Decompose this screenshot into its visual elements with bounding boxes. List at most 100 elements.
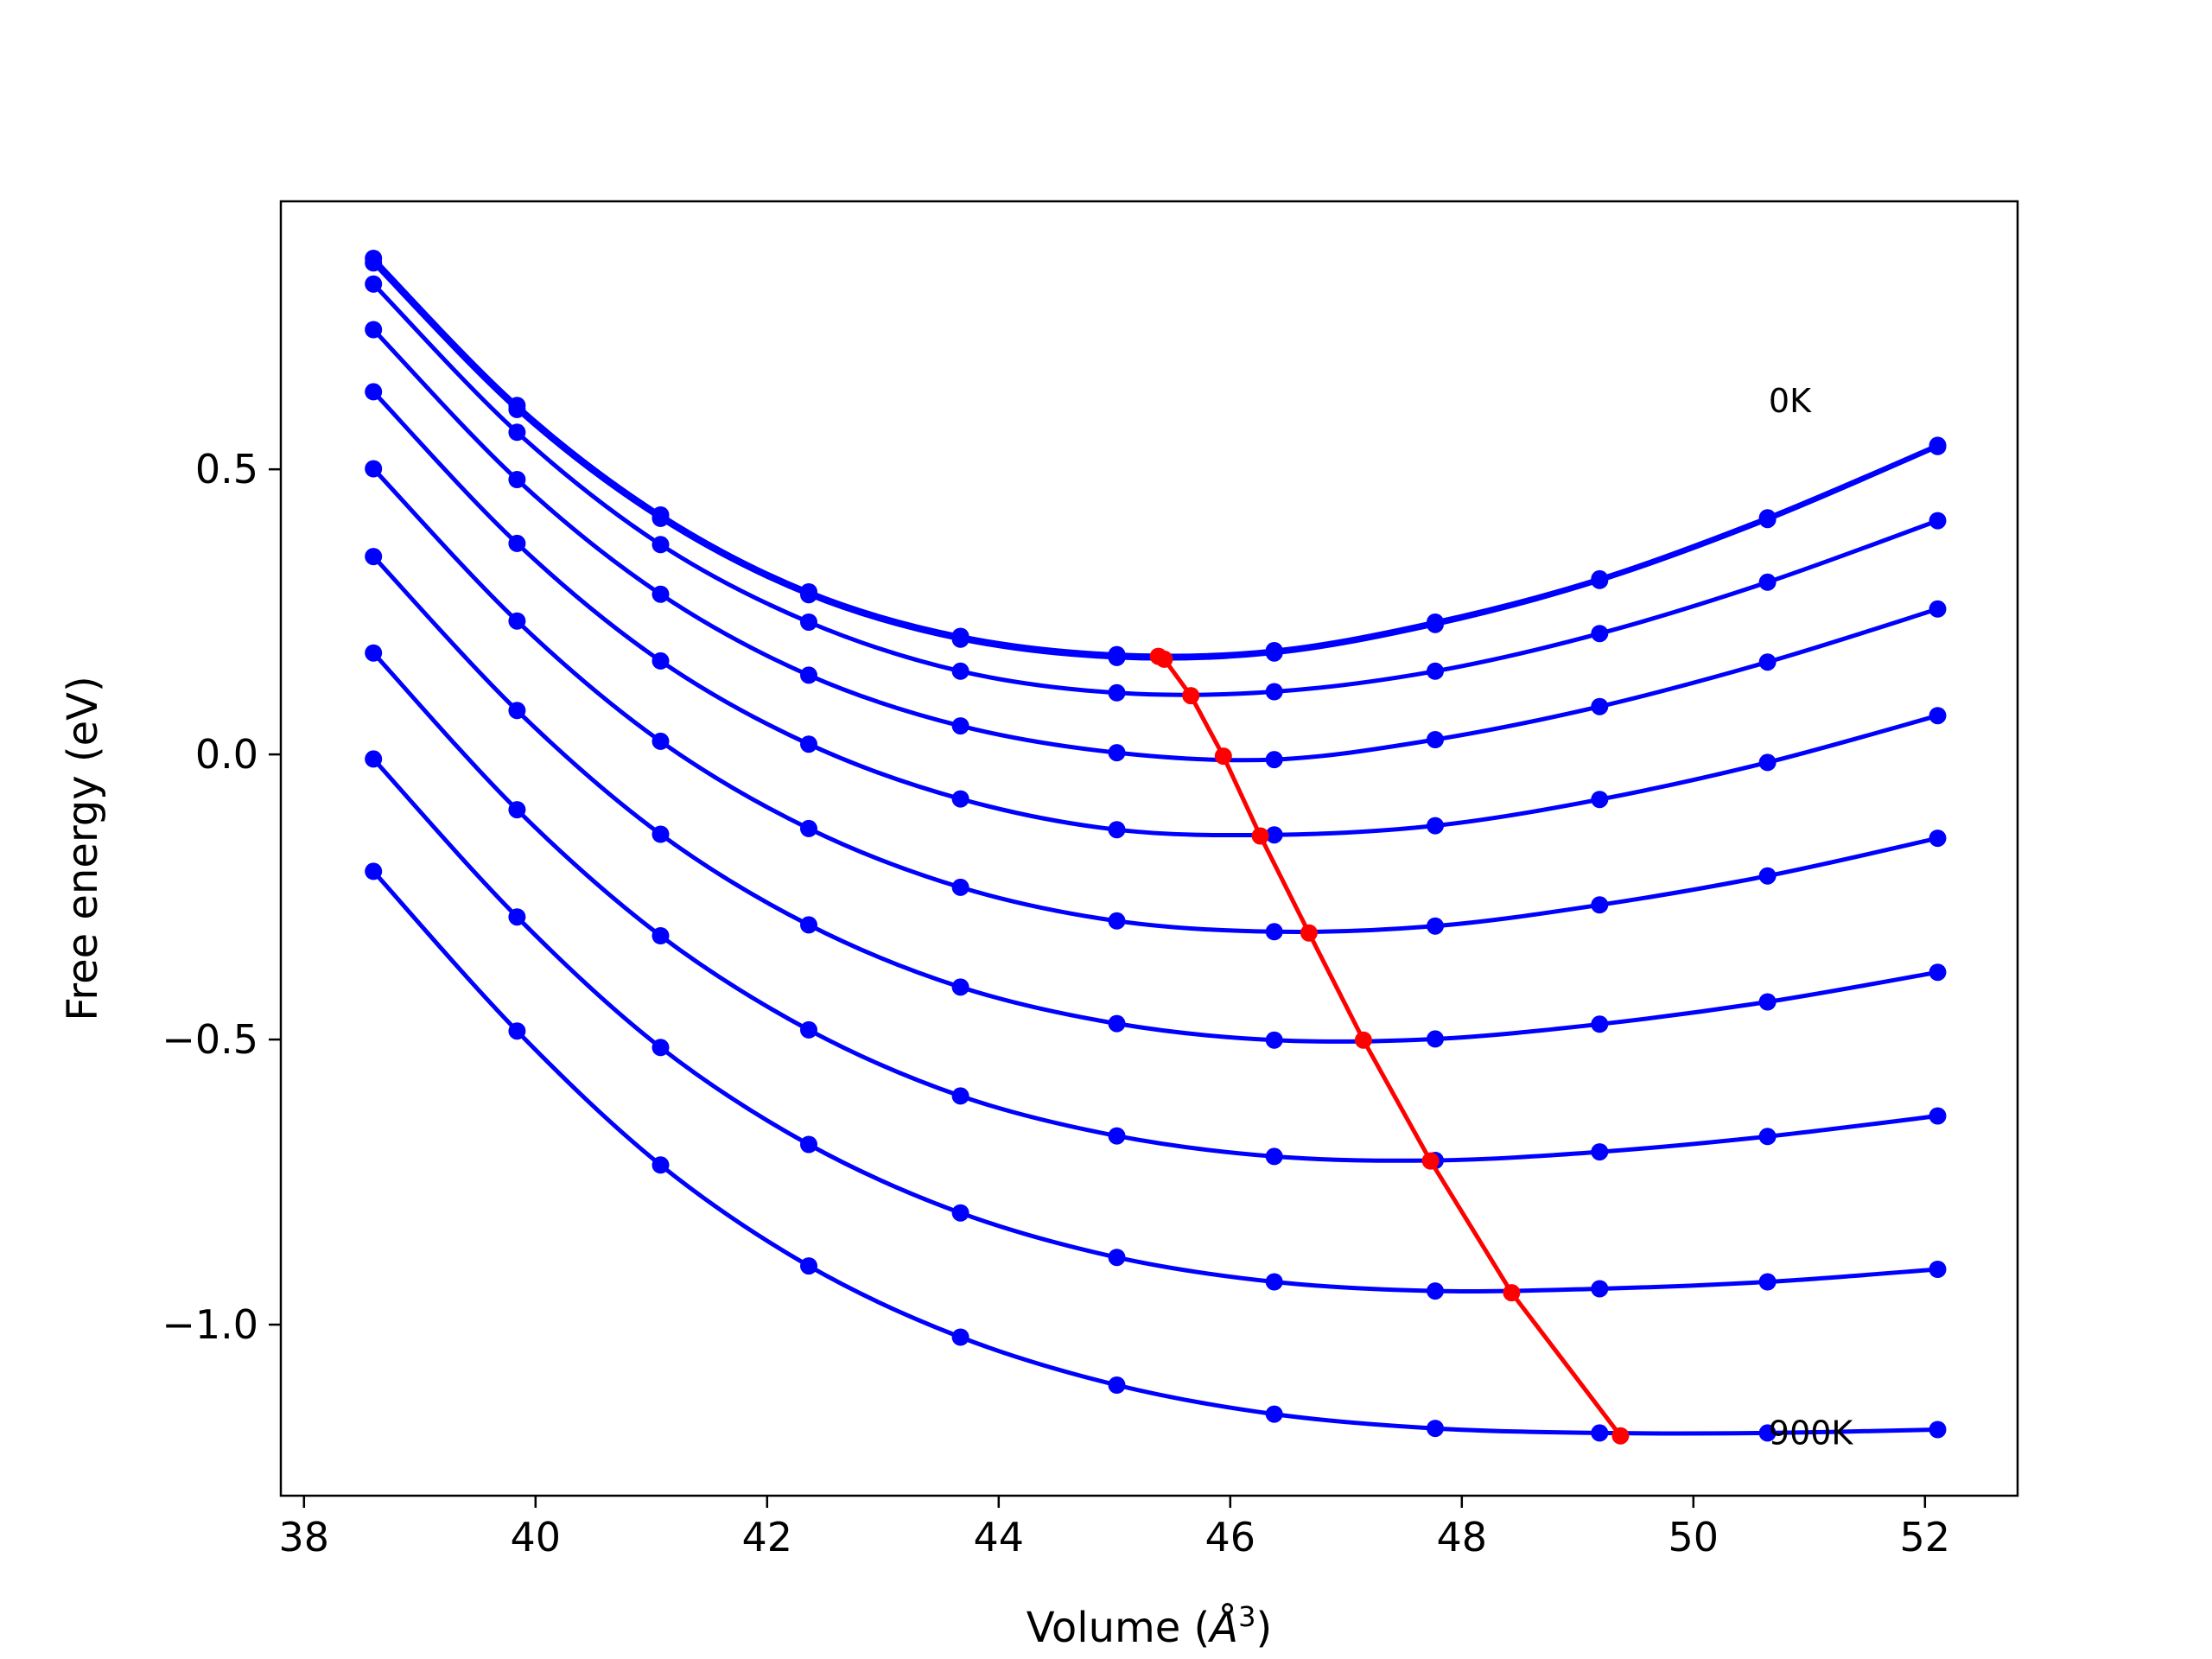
axis-ticks: 38 40 42 44 46 48 50 52 0.5 0.0 −0.5 −1.0 (162, 446, 1950, 1560)
isotherm-point (1427, 1420, 1444, 1438)
isotherm-point (1929, 963, 1947, 982)
isotherm-point (508, 612, 526, 630)
isotherm-point (1591, 1015, 1609, 1033)
minimum-path-line (1157, 654, 1623, 1438)
y-tick-label: −0.5 (162, 1016, 258, 1063)
isotherm-point (1591, 625, 1609, 643)
isotherm-point (365, 644, 383, 662)
isotherm-point (1108, 683, 1126, 702)
plot-area (365, 250, 1947, 1445)
annotation-0k: 0K (1769, 382, 1812, 420)
x-axis-label-text: Volume (1027, 1604, 1181, 1652)
isotherm-point (1758, 511, 1777, 529)
isotherm-point (1591, 1143, 1609, 1161)
x-axis-unit-exponent: 3 (1238, 1600, 1255, 1633)
isotherm-point (1929, 512, 1947, 530)
y-axis-label: Free energy (eV) (59, 676, 107, 1020)
isotherm-point (652, 585, 670, 603)
isotherm-point (508, 908, 526, 926)
isotherm-point (652, 1039, 670, 1057)
isotherm-point (1758, 1273, 1777, 1291)
isotherm-series-10 (365, 862, 1947, 1442)
minimum-path-point (1251, 827, 1269, 845)
isotherm-point (951, 717, 969, 735)
minimum-path-point (1214, 747, 1232, 766)
isotherm-point (652, 732, 670, 750)
x-tick-label: 46 (1205, 1514, 1256, 1560)
isotherm-point (365, 460, 383, 478)
isotherm-point (1591, 571, 1609, 589)
isotherm-point (1929, 1107, 1947, 1125)
isotherm-series-4 (365, 321, 1947, 769)
minimum-path-point (1155, 650, 1173, 668)
isotherm-point (951, 978, 969, 996)
isotherm-point (1929, 1261, 1947, 1278)
isotherm-point (1265, 923, 1283, 941)
isotherm-point (1427, 662, 1444, 680)
isotherm-series-7 (365, 548, 1947, 1049)
isotherm-point (1265, 826, 1283, 844)
y-tick-label: 0.0 (195, 731, 258, 778)
isotherm-point (1427, 1282, 1444, 1300)
isotherm-point (1427, 817, 1444, 835)
isotherm-point (365, 862, 383, 880)
isotherm-point (1758, 1128, 1777, 1146)
isotherm-point (508, 423, 526, 442)
isotherm-point (652, 825, 670, 843)
isotherm-point (1929, 830, 1947, 848)
isotherm-point (365, 750, 383, 768)
isotherm-line (372, 869, 1938, 1436)
isotherm-point (800, 916, 817, 934)
isotherm-point (951, 1328, 969, 1346)
minimum-path-point (1503, 1284, 1521, 1302)
isotherm-point (1929, 1421, 1947, 1439)
minimum-path-point (1354, 1031, 1372, 1049)
isotherm-point (1265, 1405, 1283, 1423)
isotherm-point (1758, 867, 1777, 885)
isotherm-point (508, 702, 526, 720)
minimum-path-point (1182, 687, 1200, 705)
isotherm-point (508, 534, 526, 552)
isotherm-point (1591, 1280, 1609, 1298)
isotherm-point (1108, 1014, 1126, 1033)
isotherm-point (1108, 1127, 1126, 1145)
isotherm-point (1929, 600, 1947, 618)
isotherm-point (1108, 744, 1126, 762)
isotherm-point (1758, 1424, 1777, 1442)
isotherm-point (365, 275, 383, 293)
isotherm-point (1929, 707, 1947, 725)
isotherm-point (951, 630, 969, 648)
minimum-path-point (1300, 924, 1318, 942)
x-tick-label: 48 (1437, 1514, 1488, 1560)
annotation-900k: 900K (1769, 1414, 1854, 1452)
isotherm-point (800, 666, 817, 684)
x-tick-label: 50 (1669, 1514, 1719, 1560)
isotherm-series-6 (365, 460, 1947, 941)
isotherm-series-9 (365, 750, 1947, 1300)
isotherm-point (365, 383, 383, 401)
isotherm-point (951, 790, 969, 808)
minimum-volume-path (1149, 647, 1630, 1445)
isotherm-point (365, 321, 383, 339)
isotherm-point (365, 548, 383, 566)
isotherm-point (652, 1156, 670, 1174)
isotherm-point (800, 586, 817, 604)
x-tick-label: 44 (974, 1514, 1025, 1560)
isotherm-point (1265, 751, 1283, 769)
isotherm-point (1591, 791, 1609, 809)
isotherm-point (951, 662, 969, 680)
isotherm-point (800, 1135, 817, 1154)
isotherm-point (800, 735, 817, 753)
isotherm-point (1591, 896, 1609, 914)
isotherm-point (1427, 1030, 1444, 1048)
isotherm-point (365, 254, 383, 272)
isotherm-point (800, 613, 817, 631)
isotherm-point (1758, 993, 1777, 1011)
isotherm-point (1108, 1376, 1126, 1394)
isotherm-series-3 (365, 275, 1947, 702)
isotherm-point (652, 652, 670, 670)
isotherm-point (1265, 644, 1283, 662)
isotherm-point (508, 400, 526, 418)
isotherm-point (1108, 912, 1126, 930)
